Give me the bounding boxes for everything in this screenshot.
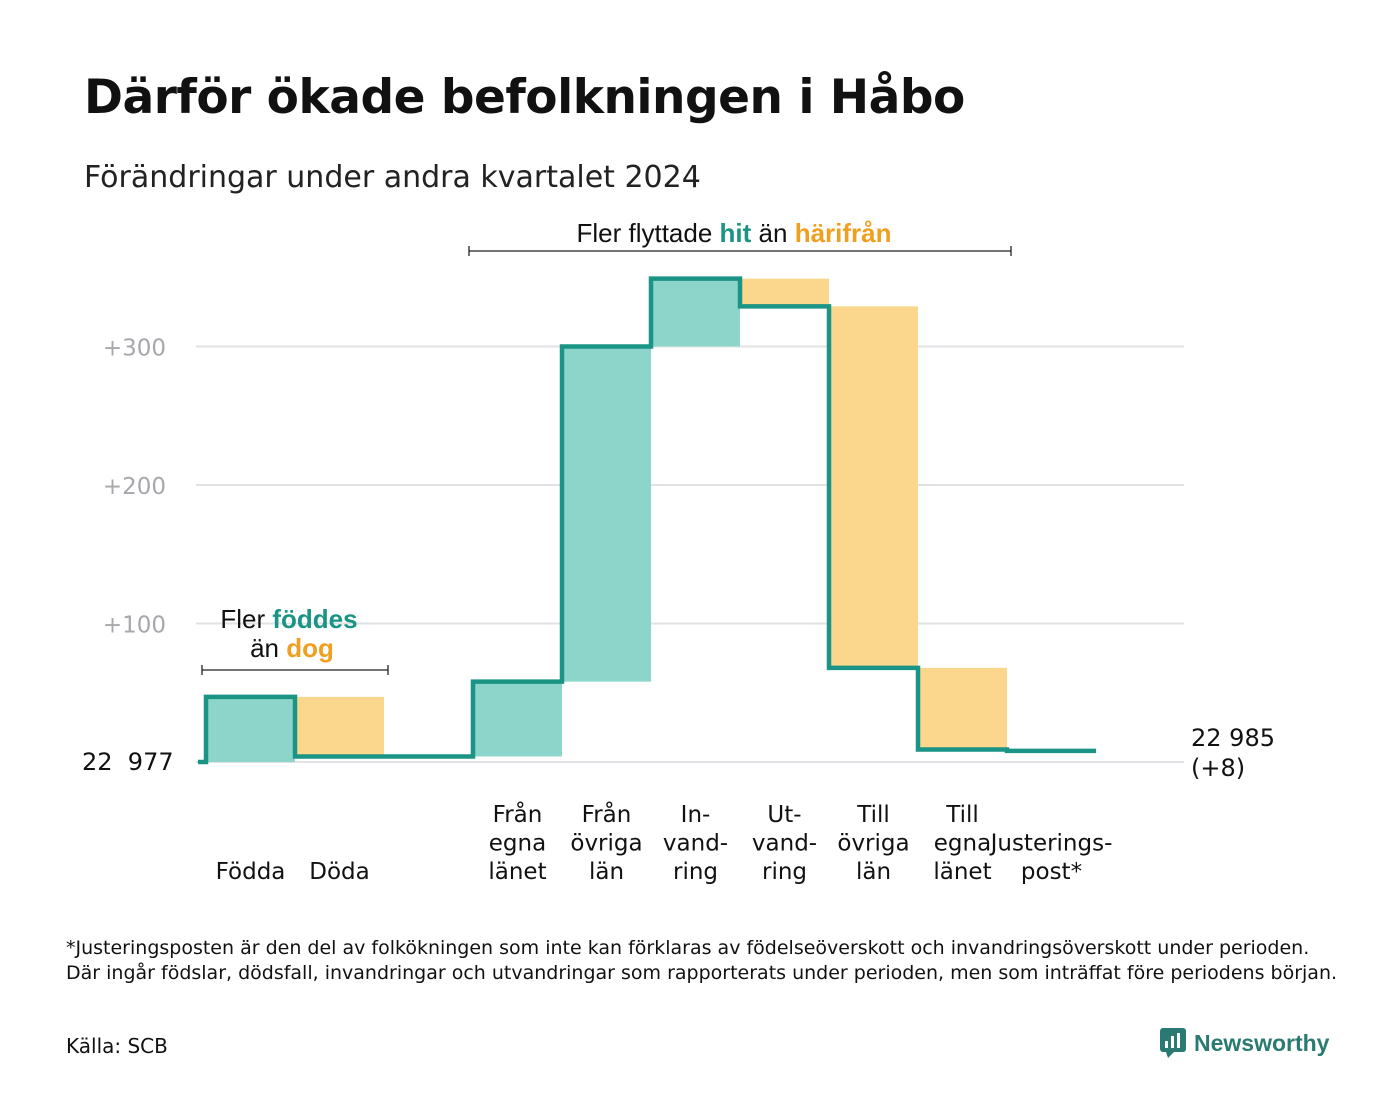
newsworthy-logo-icon bbox=[1160, 1028, 1186, 1058]
births-annotation-prefix: Fler bbox=[220, 604, 272, 634]
brand-logo: Newsworthy bbox=[1160, 1028, 1329, 1058]
category-label-invandring: In-vand-ring bbox=[663, 802, 728, 885]
births-annotation-than: än bbox=[250, 633, 286, 663]
chart-subtitle: Förändringar under andra kvartalet 2024 bbox=[84, 160, 701, 195]
y-tick-label: +200 bbox=[103, 474, 166, 500]
end-change-label: (+8) bbox=[1191, 754, 1245, 782]
migration-highlight-harifran: härifrån bbox=[795, 218, 892, 248]
waterfall-chart: +100 +200 +300 Födda Döda Från egna länet Från ö… bbox=[82, 218, 1275, 885]
svg-text:Fler föddes: Fler föddes bbox=[220, 604, 357, 634]
gridlines: +100 +200 +300 bbox=[103, 336, 1184, 763]
category-label-doda: Döda bbox=[309, 859, 369, 885]
svg-text:Fler flyttade hit än härifrån: Fler flyttade hit än härifrån bbox=[576, 218, 891, 248]
bar-utvandring bbox=[740, 278, 829, 307]
category-label-fran-egna: Från egna länet bbox=[488, 800, 546, 885]
births-highlight-dog: dog bbox=[286, 633, 334, 663]
category-label-utvandring: Ut-vand-ring bbox=[752, 802, 817, 885]
category-label-justeringspost: Justerings-post* bbox=[989, 831, 1113, 886]
category-labels: Födda Döda Från egna länet Från övriga län In-va… bbox=[216, 800, 1113, 885]
category-label-fran-ovriga: Från övriga län bbox=[570, 800, 642, 885]
bars bbox=[206, 278, 1007, 762]
category-label-till-egna: Till egna länet bbox=[933, 802, 991, 885]
bar-fran-ovriga bbox=[562, 346, 651, 682]
bar-invandring bbox=[651, 278, 740, 347]
y-tick-label: +100 bbox=[103, 613, 166, 639]
bar-till-ovriga bbox=[829, 306, 918, 668]
bar-doda bbox=[295, 696, 384, 757]
y-tick-label: +300 bbox=[103, 336, 166, 362]
migration-annotation-prefix: Fler flyttade bbox=[576, 218, 719, 248]
footnote: *Justeringsposten är den del av folkökni… bbox=[66, 937, 1338, 984]
source-label: Källa: SCB bbox=[66, 1034, 168, 1058]
category-label-fodda: Födda bbox=[216, 859, 286, 885]
bar-fran-egna bbox=[473, 681, 562, 757]
migration-highlight-hit: hit bbox=[720, 218, 752, 248]
chart-title: Därför ökade befolkningen i Håbo bbox=[84, 70, 965, 125]
step-line bbox=[198, 276, 1096, 765]
births-highlight-fodde: föddes bbox=[272, 604, 357, 634]
brand-name: Newsworthy bbox=[1194, 1029, 1330, 1056]
svg-text:än dog: än dog bbox=[250, 633, 334, 663]
end-value-label: 22 985 bbox=[1191, 724, 1275, 752]
bar-till-egna bbox=[918, 667, 1007, 750]
migration-annotation-than: än bbox=[759, 218, 795, 248]
migration-annotation: Fler flyttade hit än härifrån bbox=[468, 218, 1012, 256]
start-value-label: 22 977 bbox=[82, 748, 174, 776]
running-total-line bbox=[198, 276, 1096, 765]
bar-fodda bbox=[206, 696, 295, 762]
births-annotation: Fler föddes än dog bbox=[201, 604, 389, 675]
category-label-till-ovriga: Till övriga län bbox=[837, 802, 909, 885]
